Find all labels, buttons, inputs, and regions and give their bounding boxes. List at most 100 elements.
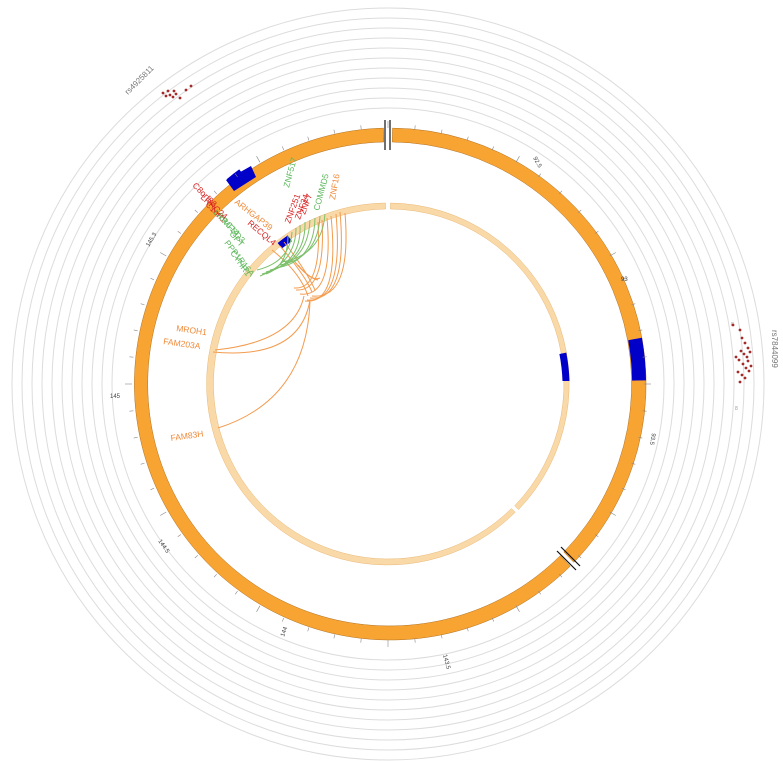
- snp-dot: [734, 355, 738, 359]
- tick-mark: [140, 462, 145, 465]
- tick-mark: [281, 146, 285, 151]
- snp-dot: [745, 355, 749, 359]
- outer-highlight: [226, 166, 256, 191]
- tick-mark: [213, 190, 217, 195]
- track-rings: [11, 7, 765, 761]
- track-ring: [111, 107, 665, 661]
- snp-label-rs7844099: rs7844099: [770, 330, 779, 368]
- track-ring: [11, 7, 765, 761]
- tick-mark: [577, 555, 582, 559]
- gene-label-znf16: ZNF16: [327, 173, 341, 201]
- tick-mark: [631, 462, 636, 465]
- tick-mark: [234, 173, 238, 178]
- snp-dot: [166, 89, 170, 93]
- gene-label-fam83h: FAM83H: [170, 428, 204, 443]
- tick-mark: [515, 156, 520, 163]
- tick-mark: [577, 209, 582, 213]
- tick-mark: [133, 436, 138, 439]
- tick-mark: [160, 252, 167, 257]
- snp-dot: [740, 336, 744, 340]
- link-green: [256, 231, 293, 271]
- outer-band-segment: [134, 127, 571, 641]
- link-green: [259, 227, 297, 277]
- tick-mark: [538, 590, 542, 595]
- gene-label-mroh1: MROH1: [176, 323, 208, 337]
- snp-dot: [746, 359, 750, 363]
- snp-dot: [161, 91, 165, 95]
- snp-dot: [731, 323, 735, 327]
- snp-dot: [742, 352, 746, 356]
- tick-mark: [140, 303, 145, 306]
- tick-mark: [256, 156, 261, 163]
- snp-dot: [740, 373, 744, 377]
- tick-label: 144.5: [156, 539, 170, 555]
- snp-dot: [168, 93, 172, 97]
- snp-dot: [178, 96, 182, 100]
- tick-mark: [466, 627, 469, 632]
- tick-mark: [213, 573, 217, 578]
- outer-gap-mark: [556, 550, 577, 571]
- tick-label: 93.5: [648, 433, 656, 446]
- link-orange: [297, 264, 321, 280]
- snp-dot: [172, 89, 176, 93]
- track-ring: [101, 97, 675, 671]
- inner-band-segment: [390, 202, 570, 510]
- snp-dot: [741, 362, 745, 366]
- snp-dot: [184, 88, 188, 92]
- link-orange: [309, 211, 342, 299]
- links: [212, 211, 347, 429]
- tick-mark: [515, 605, 520, 612]
- track-ring: [91, 87, 685, 681]
- link-orange: [304, 215, 334, 302]
- tick-mark: [307, 627, 310, 632]
- tick-mark: [621, 487, 626, 491]
- link-orange: [295, 219, 323, 291]
- snp-dot: [749, 364, 753, 368]
- tick-mark: [177, 534, 182, 538]
- tick-mark: [594, 534, 599, 538]
- tick-mark: [621, 277, 626, 281]
- tick-mark: [559, 573, 563, 578]
- tick-label: 145: [110, 394, 121, 400]
- tick-mark: [609, 252, 616, 257]
- tick-mark: [256, 605, 261, 612]
- outer-gap-mark: [560, 546, 581, 567]
- tick-mark: [440, 129, 443, 134]
- tick-mark: [281, 617, 285, 622]
- link-orange: [217, 301, 311, 429]
- tick-label: 143.5: [441, 654, 451, 671]
- tick-mark: [594, 230, 599, 234]
- snp-dot: [743, 341, 747, 345]
- snp-dot: [189, 84, 193, 88]
- tick-mark: [333, 634, 336, 639]
- tick-label: 92.5: [531, 156, 542, 170]
- track-ring: [21, 17, 755, 751]
- link-green: [265, 235, 289, 275]
- link-orange: [311, 212, 347, 297]
- link-orange: [306, 213, 338, 301]
- snp-dot: [743, 376, 747, 380]
- snp-dot: [747, 369, 751, 373]
- tick-mark: [538, 173, 542, 178]
- tick-mark: [194, 209, 199, 213]
- snp-dots: [161, 84, 753, 384]
- tick-mark: [638, 436, 643, 439]
- track-ring: [41, 37, 735, 731]
- tick-mark: [150, 277, 155, 281]
- outer-highlight: [628, 337, 646, 381]
- tick-mark: [133, 329, 138, 332]
- tick-mark: [559, 190, 563, 195]
- snp-dot: [171, 95, 175, 99]
- tick-mark: [333, 129, 336, 134]
- tick-mark: [491, 146, 495, 151]
- outer-band: [134, 120, 647, 641]
- snp-dot: [164, 94, 168, 98]
- small-label-lower: 8: [735, 406, 738, 412]
- track-ring: [61, 57, 715, 711]
- link-orange: [214, 295, 305, 351]
- snp-dot: [748, 350, 752, 354]
- tick-mark: [631, 303, 636, 306]
- snp-dot: [739, 349, 743, 353]
- tick-mark: [194, 555, 199, 559]
